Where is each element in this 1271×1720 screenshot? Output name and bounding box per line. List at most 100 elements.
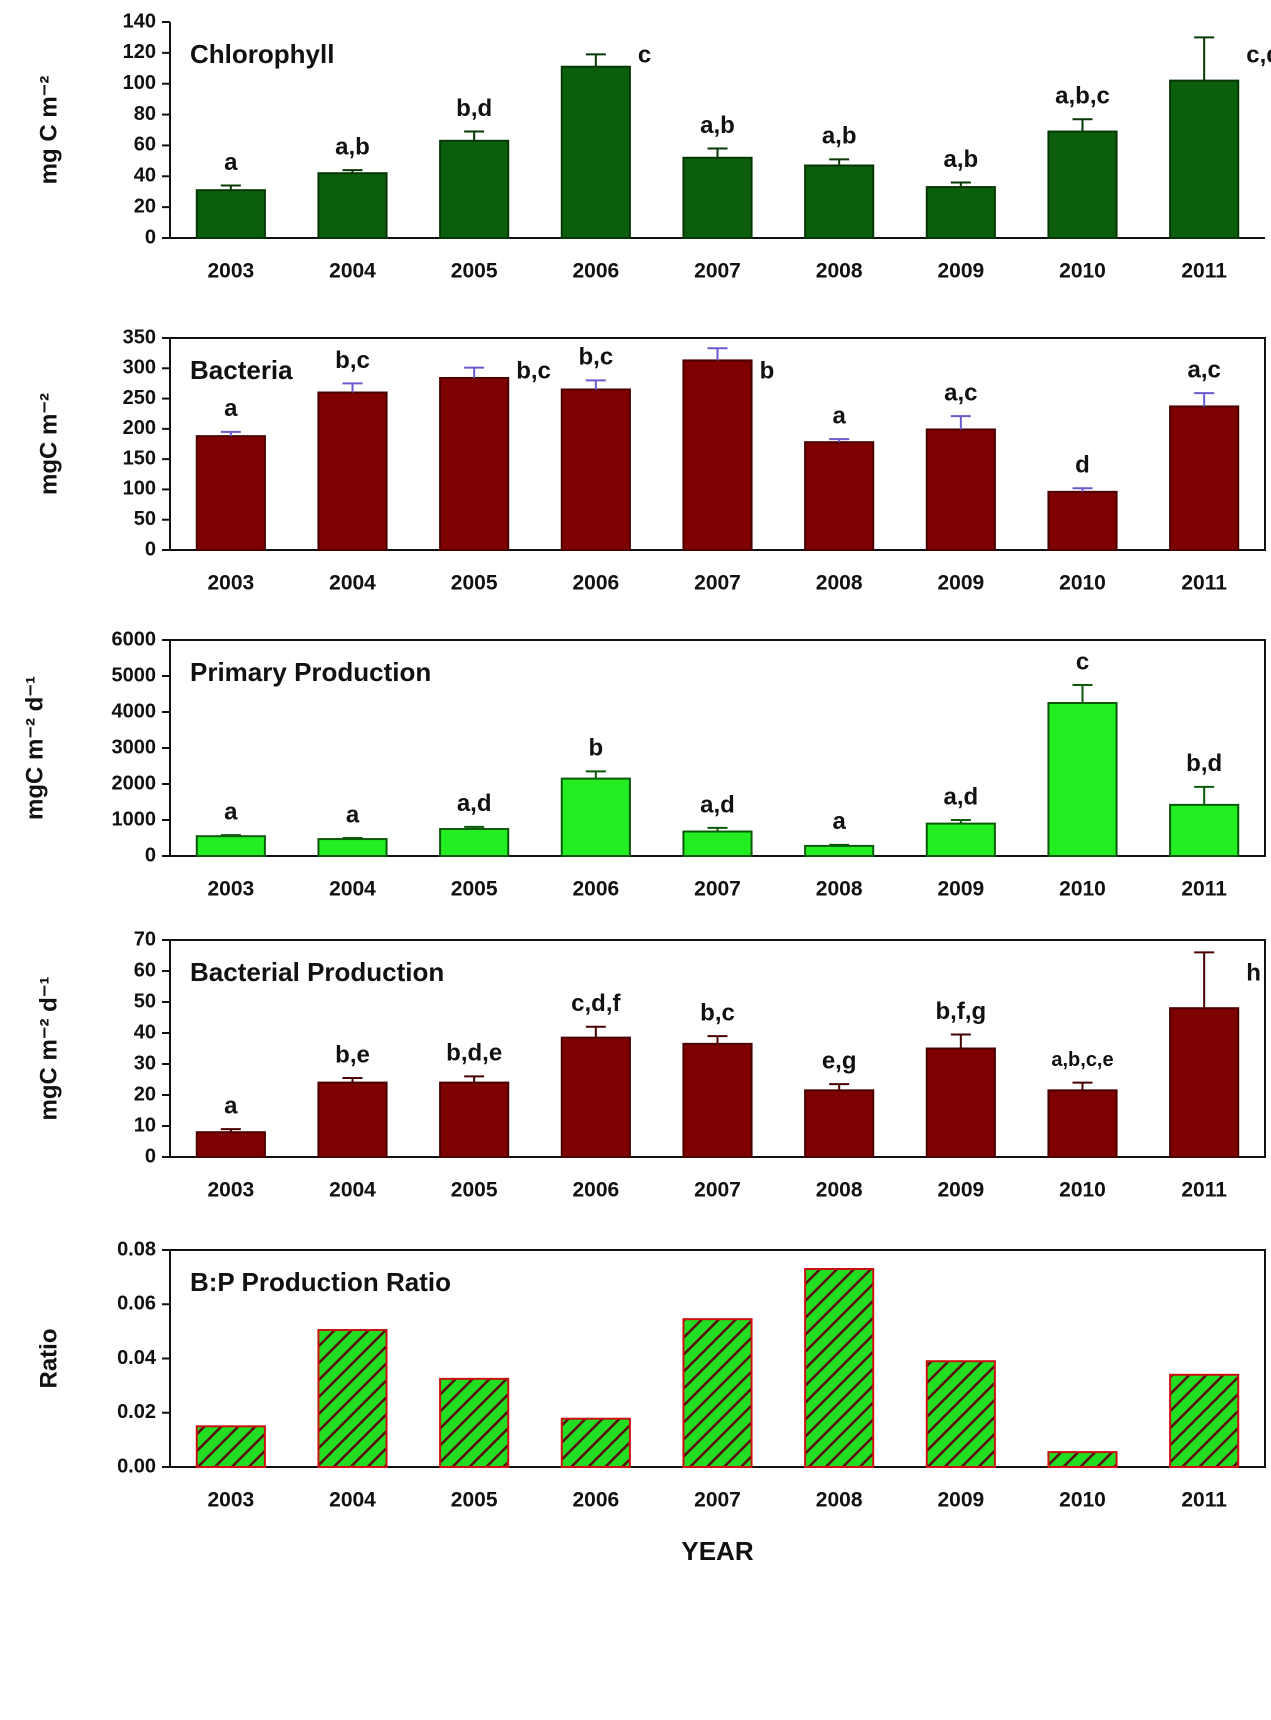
y-tick-label: 20: [134, 195, 156, 217]
significance-label: h: [1246, 959, 1261, 986]
significance-label: c,d,f: [571, 990, 621, 1017]
error-bar: [1194, 951, 1215, 1009]
significance-label: c,d: [1246, 41, 1271, 68]
x-tick-label: 2003: [207, 1179, 254, 1202]
y-tick-label: 30: [134, 1052, 156, 1074]
x-tick-label: 2004: [329, 878, 376, 901]
y-tick-label: 0: [145, 844, 156, 866]
x-tick-label: 2009: [937, 1489, 984, 1512]
significance-label: b,f,g: [936, 998, 987, 1025]
y-tick-label: 10: [134, 1114, 156, 1136]
bar: [560, 65, 631, 239]
x-tick-label: 2005: [451, 260, 498, 283]
x-tick-label: 2009: [937, 1179, 984, 1202]
significance-label: a,b: [335, 133, 370, 160]
bar: [925, 822, 996, 857]
bar: [1047, 1451, 1118, 1469]
y-tick-label: 100: [123, 478, 156, 500]
x-tick-label: 2005: [451, 1179, 498, 1202]
significance-label: b,c: [700, 999, 735, 1026]
x-tick-label: 2009: [937, 878, 984, 901]
bar: [804, 441, 875, 552]
bar: [195, 835, 266, 858]
x-tick-label: 2005: [451, 878, 498, 901]
significance-label: b,d: [456, 95, 492, 122]
error-bar: [342, 1076, 363, 1083]
significance-label: a: [346, 801, 360, 828]
significance-label: a: [224, 1092, 238, 1119]
y-tick-label: 50: [134, 990, 156, 1012]
bar: [317, 391, 388, 551]
significance-label: a,b: [943, 146, 978, 173]
bar: [560, 1417, 631, 1469]
x-tick-label: 2005: [451, 1489, 498, 1512]
y-axis-label: mgC m⁻²: [35, 393, 62, 495]
x-tick-label: 2008: [816, 572, 863, 595]
error-bar: [1072, 1081, 1093, 1091]
x-tick-label: 2004: [329, 1489, 376, 1512]
y-tick-label: 6000: [112, 628, 157, 650]
x-tick-label: 2010: [1059, 1179, 1106, 1202]
x-tick-label: 2003: [207, 878, 254, 901]
bar: [1169, 1007, 1240, 1159]
x-tick-label: 2009: [937, 572, 984, 595]
significance-label: a,b,c: [1055, 83, 1110, 110]
x-tick-label: 2007: [694, 1489, 741, 1512]
x-tick-label: 2008: [816, 260, 863, 283]
x-tick-label: 2008: [816, 1489, 863, 1512]
error-bar: [585, 53, 606, 67]
significance-label: b,c: [578, 344, 613, 371]
bar: [1047, 1089, 1118, 1158]
y-tick-label: 60: [134, 959, 156, 981]
bar: [439, 376, 510, 551]
y-tick-label: 70: [134, 928, 156, 950]
panel-title: B:P Production Ratio: [190, 1267, 451, 1297]
error-bar: [464, 130, 485, 141]
bar: [560, 388, 631, 551]
y-tick-label: 0: [145, 226, 156, 248]
y-tick-label: 2000: [112, 772, 157, 794]
significance-label: e,g: [822, 1047, 857, 1074]
panel-title: Primary Production: [190, 657, 431, 687]
bar: [1047, 702, 1118, 857]
bar: [195, 1131, 266, 1158]
x-tick-label: 2006: [572, 572, 619, 595]
bar: [317, 1081, 388, 1158]
significance-label: b,c: [335, 347, 370, 374]
x-tick-label: 2003: [207, 572, 254, 595]
significance-label: a,d: [943, 783, 978, 810]
error-bar: [464, 1075, 485, 1083]
bar: [925, 428, 996, 551]
x-tick-label: 2004: [329, 572, 376, 595]
bar: [925, 1047, 996, 1158]
significance-label: a: [224, 798, 238, 825]
error-bar: [1194, 36, 1215, 81]
x-tick-label: 2007: [694, 1179, 741, 1202]
error-bar: [950, 181, 971, 188]
x-tick-label: 2008: [816, 878, 863, 901]
significance-label: a,c: [944, 379, 977, 406]
significance-label: c: [1076, 648, 1089, 675]
y-tick-label: 20: [134, 1083, 156, 1105]
significance-label: a: [224, 395, 238, 422]
error-bar: [829, 438, 850, 443]
y-tick-label: 0.08: [117, 1238, 156, 1260]
y-tick-label: 50: [134, 508, 156, 530]
y-axis-label: mg C m⁻²: [35, 76, 62, 185]
y-tick-label: 0: [145, 538, 156, 560]
bar: [195, 189, 266, 240]
panel-title: Chlorophyll: [190, 39, 334, 69]
bar: [1047, 490, 1118, 552]
y-tick-label: 0.02: [117, 1401, 156, 1423]
significance-label: a,c: [1187, 356, 1220, 383]
y-tick-label: 80: [134, 103, 156, 125]
bar: [195, 435, 266, 551]
x-tick-label: 2007: [694, 260, 741, 283]
x-tick-label: 2004: [329, 1179, 376, 1202]
x-tick-label: 2006: [572, 878, 619, 901]
y-tick-label: 250: [123, 387, 156, 409]
bar: [1169, 1373, 1240, 1469]
x-tick-label: 2003: [207, 260, 254, 283]
bar: [804, 844, 875, 857]
y-tick-label: 350: [123, 326, 156, 348]
